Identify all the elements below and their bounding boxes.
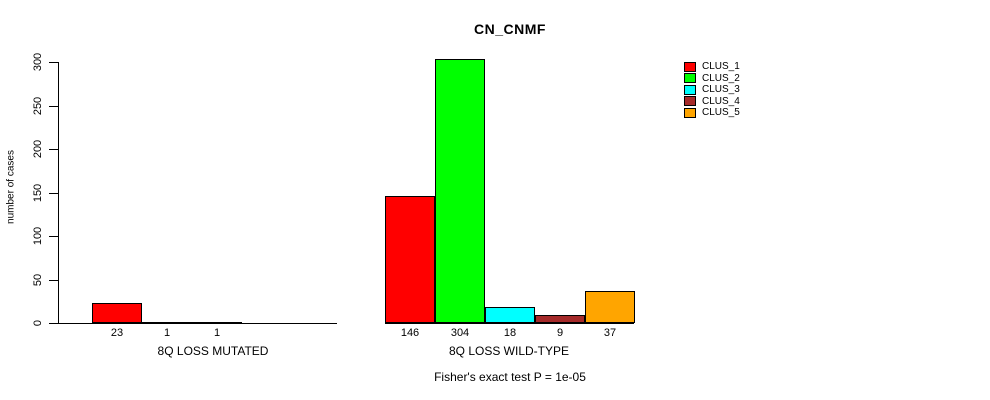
- bar-clus_1: [385, 196, 435, 323]
- y-tick-label: 150: [32, 183, 44, 203]
- bar-clus_5: [585, 291, 635, 323]
- footnote: Fisher's exact test P = 1e-05: [434, 370, 586, 384]
- chart-title: CN_CNMF: [474, 21, 546, 37]
- bar-clus_3: [485, 307, 535, 323]
- legend-swatch-clus_4: [684, 96, 696, 107]
- bar-value-label: 1: [213, 327, 221, 339]
- y-axis-line: [58, 62, 59, 324]
- legend-item: CLUS_3: [684, 84, 740, 96]
- bar-clus_2: [435, 59, 485, 323]
- legend-swatch-clus_2: [684, 73, 696, 84]
- legend-swatch-clus_3: [684, 84, 696, 95]
- y-tick-label: 200: [32, 139, 44, 159]
- bar-value-label: 9: [556, 327, 564, 339]
- y-tick-label: 250: [32, 96, 44, 116]
- y-tick: [49, 236, 58, 237]
- legend-item: CLUS_4: [684, 96, 740, 108]
- y-tick: [49, 106, 58, 107]
- legend-swatch-clus_5: [684, 107, 696, 118]
- legend: CLUS_1 CLUS_2 CLUS_3 CLUS_4 CLUS_5: [684, 61, 740, 119]
- y-tick-label: 50: [32, 273, 44, 287]
- bar-value-label: 304: [450, 327, 470, 339]
- legend-item: CLUS_5: [684, 107, 740, 119]
- bar-value-label: 23: [110, 327, 124, 339]
- y-tick: [49, 149, 58, 150]
- x-axis-line: [385, 323, 634, 324]
- y-tick: [49, 193, 58, 194]
- y-tick: [49, 62, 58, 63]
- y-tick-label: 100: [32, 226, 44, 246]
- bar-clus_2: [142, 322, 192, 324]
- bar-clus_3: [192, 322, 242, 324]
- legend-label: CLUS_2: [702, 72, 740, 84]
- legend-swatch-clus_1: [684, 61, 696, 72]
- legend-item: CLUS_2: [684, 73, 740, 85]
- bar-value-label: 1: [163, 327, 171, 339]
- bar-clus_4: [535, 315, 585, 323]
- y-tick-label: 0: [32, 319, 44, 327]
- legend-label: CLUS_5: [702, 107, 740, 119]
- bar-clus_1: [92, 303, 142, 323]
- legend-label: CLUS_3: [702, 84, 740, 96]
- y-tick: [49, 323, 58, 324]
- group-label: 8Q LOSS MUTATED: [157, 344, 269, 358]
- legend-label: CLUS_4: [702, 95, 740, 107]
- bar-value-label: 146: [400, 327, 420, 339]
- group-label: 8Q LOSS WILD-TYPE: [448, 344, 570, 358]
- y-tick-label: 300: [32, 52, 44, 72]
- bar-value-label: 18: [503, 327, 517, 339]
- y-tick: [49, 280, 58, 281]
- legend-item: CLUS_1: [684, 61, 740, 73]
- bar-value-label: 37: [603, 327, 617, 339]
- legend-label: CLUS_1: [702, 61, 740, 73]
